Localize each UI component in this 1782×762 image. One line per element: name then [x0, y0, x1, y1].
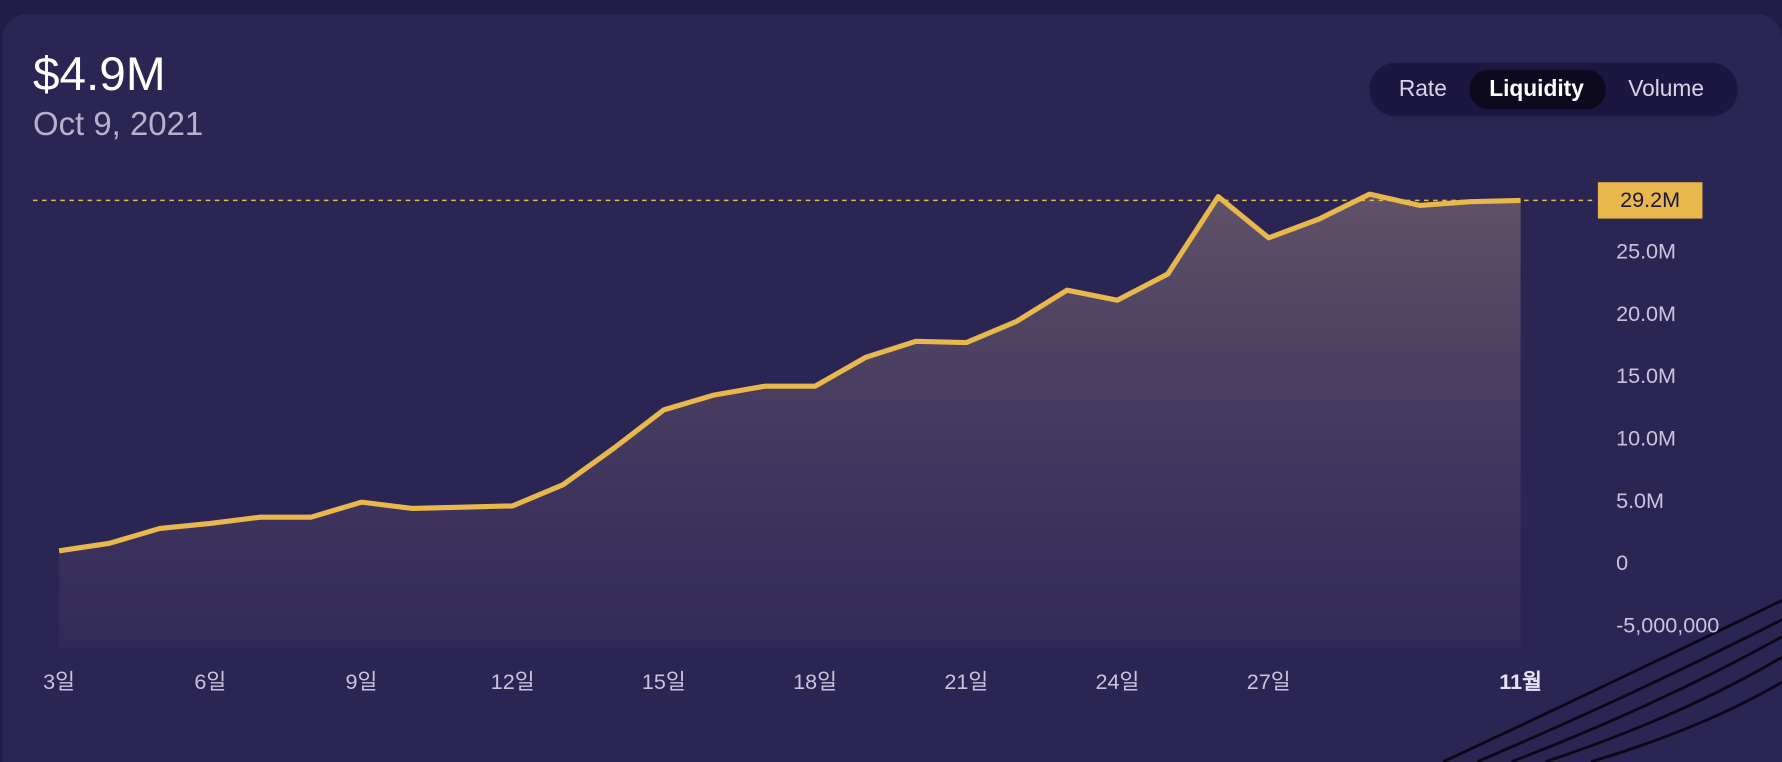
x-tick-label: 27일: [1247, 669, 1291, 694]
x-tick-label: 21일: [944, 669, 988, 694]
x-tick-label: 6일: [194, 669, 226, 694]
x-tick-label: 9일: [346, 669, 378, 694]
y-tick-label: 0: [1616, 550, 1628, 575]
y-tick-label: -5,000,000: [1616, 613, 1719, 638]
tab[interactable]: Rate: [1399, 75, 1447, 101]
x-tick-label: 11월: [1499, 669, 1542, 694]
header-date: Oct 9, 2021: [33, 105, 203, 142]
y-tick-label: 15.0M: [1616, 363, 1676, 388]
area-fill: [59, 194, 1521, 649]
line: [58, 191, 1521, 554]
y-tick-label: 5.0M: [1616, 488, 1664, 513]
header-value: $4.9M: [33, 48, 166, 101]
x-tick-label: 18일: [793, 669, 837, 694]
tab[interactable]: Volume: [1628, 75, 1704, 101]
x-tick-label: 24일: [1096, 669, 1140, 694]
x-tick-label: 15일: [642, 669, 686, 694]
x-tick-label: 12일: [491, 669, 535, 694]
y-tick-label: 10.0M: [1616, 426, 1676, 451]
y-tick-label: 20.0M: [1616, 301, 1676, 326]
tab-active-background: [1469, 69, 1606, 110]
decoration: [1442, 599, 1782, 762]
y-tick-label: 25.0M: [1616, 238, 1676, 263]
tab-active[interactable]: Liquidity: [1489, 75, 1584, 101]
current-value-label: 29.2M: [1620, 187, 1680, 212]
plot: -5,000,000 0 5.0M 10.0M 15.0M 20.0M 25.0M 3일 6일 9…: [32, 182, 1719, 694]
current-value-badge: [1597, 182, 1703, 219]
x-tick-label: 3일: [43, 669, 75, 694]
